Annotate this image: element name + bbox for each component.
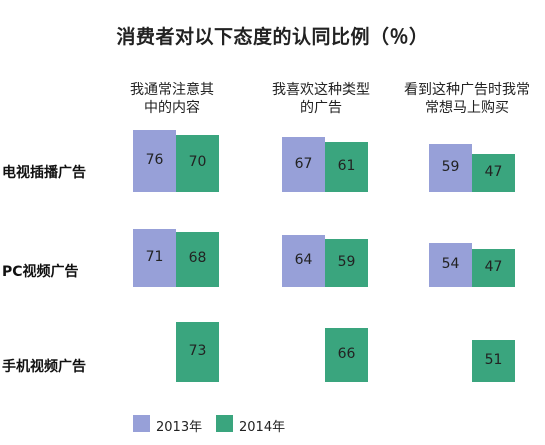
column-header: 我喜欢这种类型 的广告	[246, 81, 396, 117]
column-header-line: 常想马上购买	[425, 100, 509, 116]
row-label: PC视频广告	[2, 264, 79, 280]
legend-swatch	[133, 415, 150, 432]
bar-value-label: 67	[294, 155, 313, 172]
bar-value-label: 76	[145, 152, 164, 168]
bar-value-label: 54	[441, 255, 460, 272]
legend-swatch	[216, 415, 233, 432]
legend-label: 2014年	[239, 420, 286, 435]
bar-value-label: 61	[337, 158, 356, 175]
bar-value-label: 51	[484, 352, 503, 369]
bar-2014	[472, 248, 515, 287]
bar-value-label: 68	[188, 250, 207, 267]
bar-value-label: 73	[188, 343, 207, 360]
bar-2014	[176, 322, 219, 382]
bar-2014	[325, 142, 368, 192]
bar-value-label: 47	[484, 163, 503, 180]
bar-2013	[282, 234, 325, 287]
bar-value-label: 59	[337, 253, 356, 270]
bar-value-label: 59	[441, 158, 460, 175]
bar-2014	[472, 340, 515, 382]
bar-2014	[472, 153, 515, 192]
column-header: 我通常注意其 中的内容	[97, 81, 247, 117]
bar-2014	[325, 238, 368, 287]
bar-value-label: 47	[484, 258, 503, 275]
column-header-line: 我喜欢这种类型	[272, 82, 370, 98]
column-header-line: 看到这种广告时我常	[404, 82, 530, 98]
bar-value-label: 71	[145, 249, 164, 266]
row-label: 电视插播广告	[2, 165, 86, 181]
column-header-line: 的广告	[300, 100, 342, 116]
bar-2013	[429, 143, 472, 192]
column-header: 看到这种广告时我常 常想马上购买	[392, 81, 542, 117]
bar-2013	[429, 242, 472, 287]
bar-2013	[282, 137, 325, 192]
row-label: 手机视频广告	[2, 359, 86, 375]
bar-2013	[133, 130, 176, 192]
chart-title: 消费者对以下态度的认同比例（％）	[116, 26, 429, 48]
bar-2013	[133, 229, 176, 287]
column-header-line: 中的内容	[144, 100, 200, 116]
bar-2014	[325, 328, 368, 382]
column-header-line: 我通常注意其	[130, 82, 214, 98]
legend-label: 2013年	[156, 420, 203, 435]
bar-2014	[176, 231, 219, 287]
bar-2014	[176, 134, 219, 192]
bar-value-label: 70	[188, 154, 207, 171]
bar-value-label: 66	[337, 346, 356, 363]
bar-value-label: 64	[294, 251, 313, 268]
